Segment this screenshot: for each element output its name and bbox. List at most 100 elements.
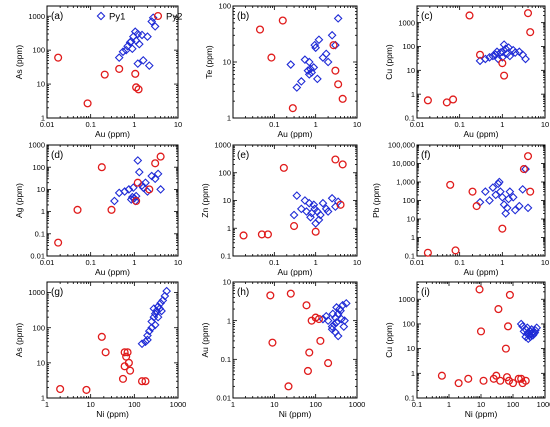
py2-point: [517, 374, 526, 383]
py1-point: [292, 191, 302, 200]
x-tick-label: 10: [353, 120, 361, 129]
x-axis-label: Au (ppm): [464, 267, 499, 277]
py2-point: [526, 28, 535, 37]
py2-point: [156, 152, 165, 161]
py1-point: [309, 63, 319, 72]
py2-point: [311, 227, 320, 236]
py1-point: [138, 55, 148, 65]
py1-point: [485, 52, 494, 62]
panel-tag: (e): [237, 150, 249, 161]
py2-point: [54, 238, 63, 247]
py2-point: [54, 53, 63, 62]
py2-point: [324, 359, 333, 368]
y-tick-label: 1000: [398, 295, 415, 304]
py1-point: [309, 200, 319, 210]
y-tick-label: 1: [411, 90, 415, 99]
x-axis-label: Ni (ppm): [96, 409, 129, 419]
py1-point: [138, 183, 148, 193]
py2-point: [97, 332, 106, 341]
py2-point: [73, 205, 82, 214]
legend-label-py2: Py2: [166, 12, 182, 23]
py2-point: [305, 348, 314, 357]
py2-point: [498, 59, 507, 68]
py2-point: [519, 165, 528, 174]
py1-point: [323, 207, 333, 216]
py1-point: [133, 156, 143, 165]
py2-point: [468, 187, 477, 196]
y-tick-label: 1000: [28, 141, 45, 150]
x-axis-label: Au (ppm): [95, 267, 130, 277]
py2-point: [83, 99, 92, 108]
py1-point: [341, 298, 351, 308]
y-tick-label: 1000: [28, 288, 45, 297]
py1-point: [296, 77, 306, 86]
py1-point: [121, 45, 131, 55]
y-axis-label: Au (ppm): [200, 322, 210, 357]
py1-point: [337, 314, 346, 324]
x-tick-label: 10: [541, 258, 549, 267]
x-tick-label: 0.01: [410, 120, 425, 129]
py2-point: [336, 200, 345, 209]
y-tick-label: 10: [223, 58, 231, 67]
x-axis-label: Ni (ppm): [279, 409, 312, 419]
x-tick-label: 1: [500, 120, 504, 129]
py1-point: [147, 323, 157, 333]
panel-tag: (h): [237, 287, 249, 298]
py2-point: [505, 290, 514, 299]
x-tick-label: 1000: [349, 400, 366, 409]
y-tick-label: 1: [41, 114, 45, 123]
py1-point: [497, 192, 507, 202]
py1-point: [327, 322, 337, 332]
py2-point: [475, 50, 485, 59]
x-tick-label: 10: [174, 258, 182, 267]
py1-point: [292, 83, 302, 92]
py2-point: [284, 382, 293, 391]
py2-point: [514, 374, 523, 383]
py2-point: [268, 338, 277, 347]
py1-point: [133, 59, 143, 69]
y-tick-label: 1000: [398, 18, 415, 27]
py1-point: [480, 187, 490, 197]
py2-point: [479, 376, 488, 385]
panel-tag: (b): [237, 11, 249, 22]
y-tick-label: 0.1: [221, 252, 231, 261]
y-tick-label: 10: [37, 185, 45, 194]
x-tick-label: 1: [132, 258, 136, 267]
py2-point: [476, 327, 486, 336]
py1-point: [114, 53, 124, 63]
py1-point: [143, 187, 152, 196]
y-axis-label: Zn (ppm): [200, 183, 210, 218]
legend-py2-marker: [153, 11, 163, 21]
py2-point: [508, 379, 518, 388]
py2-point: [290, 222, 299, 231]
py2-point: [133, 178, 142, 187]
py1-point: [310, 40, 320, 50]
py2-point: [134, 85, 143, 94]
py2-point: [504, 376, 514, 385]
y-tick-label: 0.1: [221, 355, 231, 364]
y-tick-label: 1,000: [396, 178, 415, 187]
x-tick-label: 0.1: [412, 400, 422, 409]
y-tick-label: 1: [41, 207, 45, 216]
py2-point: [437, 371, 446, 380]
py1-point: [327, 193, 337, 203]
x-tick-label: 1: [447, 400, 451, 409]
x-tick-label: 10: [477, 400, 485, 409]
py2-point: [120, 348, 129, 357]
py1-point: [321, 49, 331, 59]
x-axis-label: Au (ppm): [278, 267, 313, 277]
x-tick-label: 1: [314, 120, 318, 129]
py1-point: [302, 207, 311, 216]
x-tick-label: 1000: [170, 400, 187, 409]
py1-point: [505, 51, 515, 61]
py2-point: [145, 185, 154, 194]
py1-point: [333, 14, 343, 23]
y-tick-label: 0.01: [30, 252, 45, 261]
py2-point: [137, 377, 147, 386]
py1-point: [296, 204, 306, 214]
y-tick-label: 100: [32, 323, 45, 332]
y-tick-label: 1000: [28, 12, 45, 21]
py1-point: [323, 57, 333, 67]
py2-point: [523, 9, 533, 18]
